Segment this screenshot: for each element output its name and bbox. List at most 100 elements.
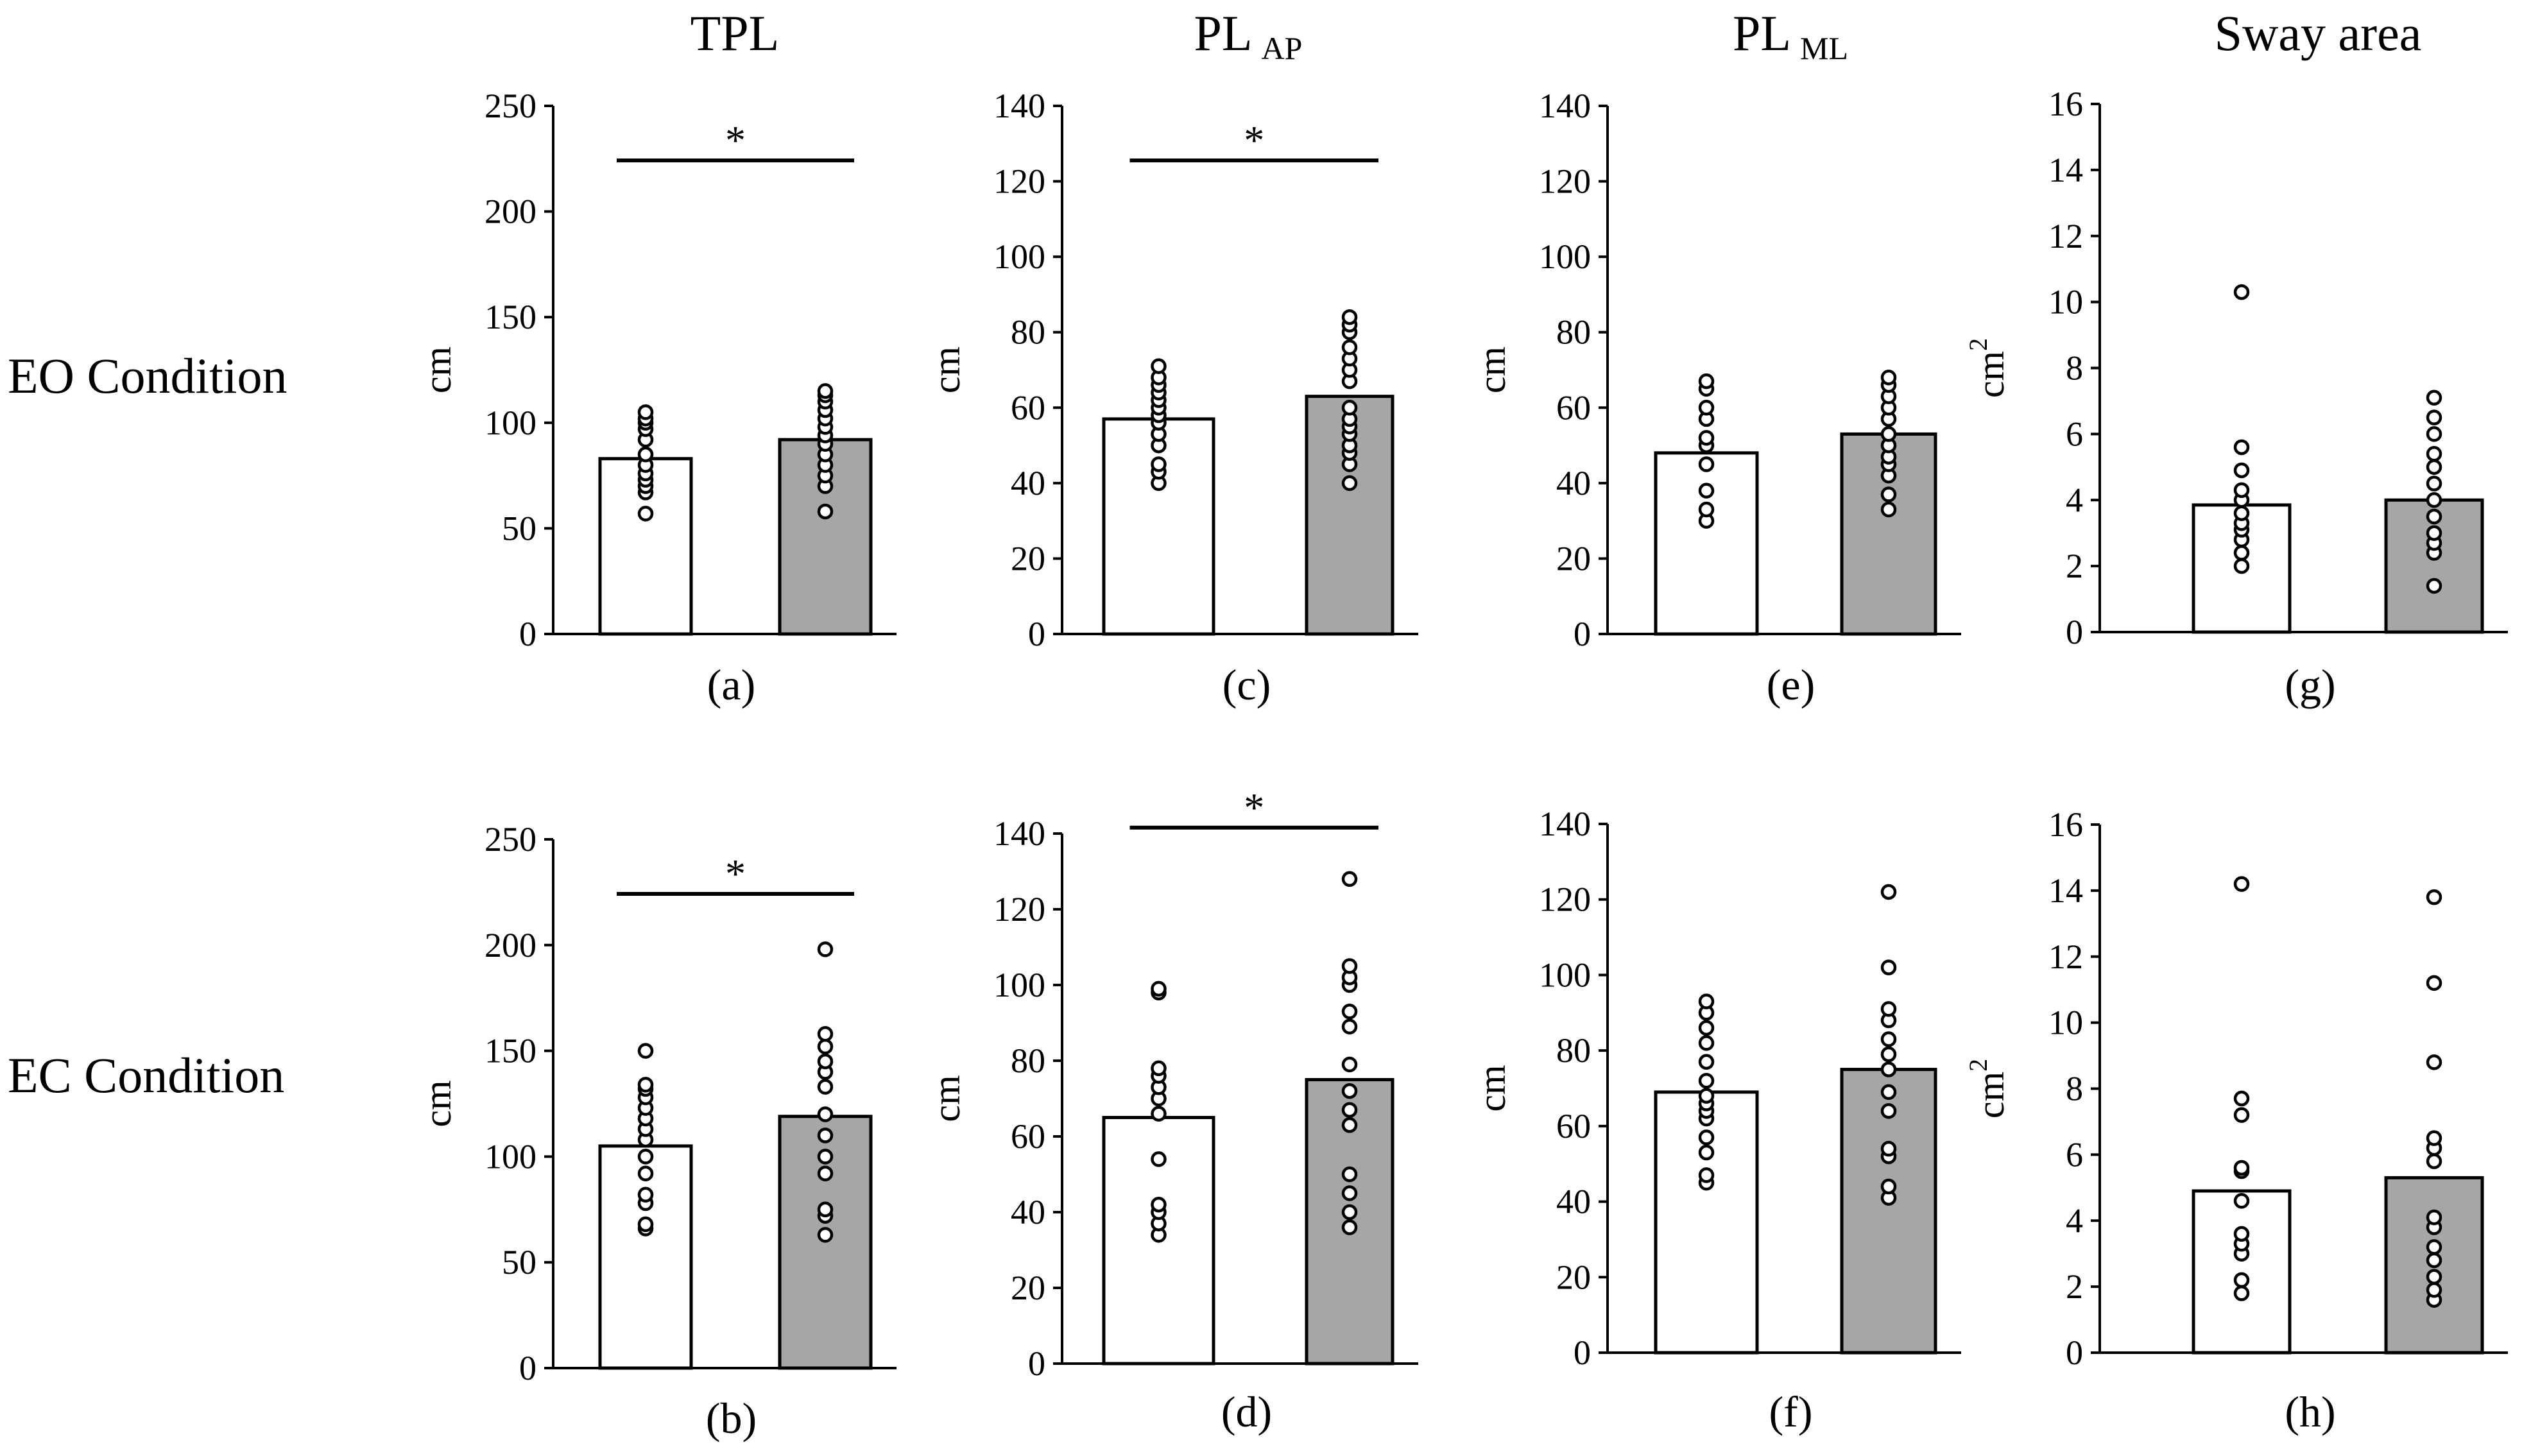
y-tick-label: 100	[485, 1137, 536, 1176]
column-title-main: Sway area	[2215, 5, 2422, 61]
row-label-eo: EO Condition	[8, 348, 287, 404]
bar-group-1	[1654, 451, 1759, 636]
y-tick-label: 0	[1574, 615, 1591, 653]
data-point	[1880, 1140, 1897, 1157]
bar-group-1	[2192, 1189, 2292, 1355]
column-title-subscript: ML	[1800, 30, 1848, 66]
y-tick-label: 120	[993, 890, 1045, 929]
y-tick-label: 100	[1539, 955, 1591, 994]
y-tick-label: 40	[1556, 1183, 1591, 1221]
y-axis-label: cm2	[1964, 338, 2012, 398]
data-point	[1341, 1117, 1358, 1133]
y-tick-label: 150	[485, 298, 536, 336]
y-tick-label: 2	[2066, 547, 2083, 585]
data-point	[2426, 1282, 2442, 1298]
data-point	[2233, 558, 2250, 574]
data-point	[637, 1216, 654, 1233]
y-tick-label: 40	[1011, 464, 1045, 502]
data-point	[2233, 1226, 2250, 1242]
data-point	[817, 1025, 834, 1042]
y-tick-label: 20	[1556, 539, 1591, 578]
data-point	[1880, 1046, 1897, 1063]
y-tick-label: 50	[502, 509, 536, 547]
data-point	[1698, 1020, 1715, 1036]
y-tick-label: 0	[1574, 1333, 1591, 1372]
y-tick-label: 0	[1028, 1344, 1045, 1383]
column-title-main: TPL	[691, 5, 780, 61]
panel-label: (d)	[1221, 1387, 1272, 1436]
y-tick-label: 40	[1556, 464, 1591, 502]
significance-marker: *	[1244, 785, 1264, 830]
data-point	[2426, 1252, 2442, 1269]
data-point	[1341, 958, 1358, 974]
data-point	[1698, 456, 1715, 472]
data-point	[2233, 462, 2250, 479]
data-point	[817, 1149, 834, 1165]
y-tick-label: 8	[2066, 349, 2083, 388]
y-tick-label: 8	[2066, 1070, 2083, 1108]
row-label-ec: EC Condition	[8, 1047, 284, 1103]
y-tick-label: 40	[1011, 1193, 1045, 1231]
data-point	[1880, 370, 1897, 386]
data-point	[1880, 486, 1897, 502]
y-axis-label-unit: cm	[925, 1075, 968, 1122]
y-tick-label: 14	[2048, 871, 2083, 910]
y-tick-label: 120	[1539, 880, 1591, 919]
y-tick-label: 12	[2048, 938, 2083, 976]
y-tick-label: 16	[2048, 85, 2083, 123]
data-point	[637, 446, 654, 463]
column-title-pl-ml: PL ML	[1733, 5, 1848, 66]
data-point	[817, 383, 834, 399]
chart-panel: 0 20 40 60 80 100 120 140 cm * (d)	[925, 785, 1418, 1436]
data-point	[817, 1227, 834, 1243]
data-point	[1698, 400, 1715, 416]
y-tick-label: 60	[1556, 388, 1591, 427]
column-title-main: PL	[1194, 5, 1253, 61]
y-tick-label: 2	[2066, 1267, 2083, 1306]
y-tick-label: 140	[1539, 87, 1591, 125]
data-point	[2426, 409, 2442, 425]
data-point	[2233, 482, 2250, 499]
data-point	[2233, 876, 2250, 892]
data-point	[817, 1106, 834, 1122]
y-axis-label-unit: cm	[1969, 351, 2012, 398]
data-point	[2233, 1090, 2250, 1107]
y-tick-label: 6	[2066, 415, 2083, 453]
y-tick-label: 60	[1011, 388, 1045, 427]
data-point	[1341, 309, 1358, 325]
y-tick-label: 80	[1556, 313, 1591, 352]
data-point	[1341, 1219, 1358, 1235]
panel-label: (c)	[1223, 660, 1271, 709]
y-axis-label: cm	[1471, 1065, 1513, 1111]
data-point	[1151, 1151, 1167, 1167]
data-point	[637, 1077, 654, 1093]
y-tick-label: 140	[1539, 805, 1591, 843]
panel-label: (f)	[1769, 1387, 1813, 1436]
column-title-subscript: AP	[1262, 30, 1303, 66]
data-point	[2426, 445, 2442, 462]
data-point	[817, 1053, 834, 1070]
data-point	[1880, 959, 1897, 975]
data-point	[1880, 1061, 1897, 1077]
data-point	[1151, 456, 1167, 472]
y-axis-label-superscript: 2	[1964, 338, 1993, 351]
y-tick-label: 10	[2048, 1004, 2083, 1042]
y-tick-label: 60	[1011, 1117, 1045, 1156]
data-point	[817, 941, 834, 957]
significance-marker: *	[1244, 117, 1264, 163]
data-point	[1698, 373, 1715, 390]
data-point	[2426, 390, 2442, 406]
y-tick-label: 6	[2066, 1135, 2083, 1174]
panel-label: (b)	[706, 1394, 757, 1443]
y-axis-label-superscript: 2	[1964, 1059, 1993, 1072]
chart-panel: 0 20 40 60 80 100 120 140 cm (f)	[1471, 805, 1961, 1436]
y-tick-label: 100	[485, 404, 536, 442]
data-point	[2426, 1269, 2442, 1285]
data-point	[1341, 1166, 1358, 1183]
column-title-pl-ap: PL AP	[1194, 5, 1303, 66]
data-point	[1341, 1204, 1358, 1220]
data-point	[1341, 1018, 1358, 1035]
data-point	[1151, 1106, 1167, 1122]
